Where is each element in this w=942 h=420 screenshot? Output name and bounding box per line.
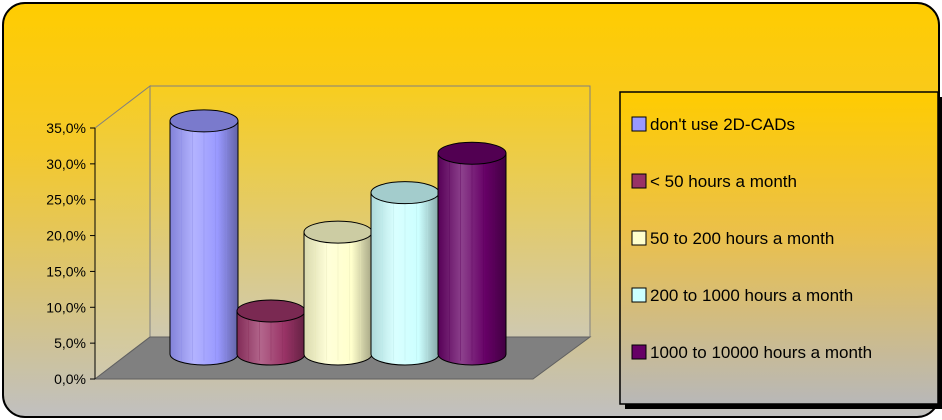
bar-top [370,181,440,205]
bars-group [169,109,507,366]
legend-swatch [631,344,647,360]
bar-top [236,299,306,323]
y-tick-label: 20,0% [46,228,86,244]
y-axis-ticks: 0,0% 5,0% 10,0% 15,0% 20,0% 25,0% 30,0% 35,0% [46,120,95,387]
y-tick-label: 35,0% [46,120,86,136]
legend-label: don't use 2D-CADs [650,115,795,134]
bar [437,141,507,366]
bar [303,220,373,366]
bar [169,109,239,366]
legend-box [619,91,939,405]
bar [370,181,440,366]
y-tick-label: 25,0% [46,192,86,208]
legend-swatch [631,230,647,246]
y-tick-label: 30,0% [46,156,86,172]
legend-label: < 50 hours a month [650,172,797,191]
legend-label: 1000 to 10000 hours a month [650,343,872,362]
legend-swatch [631,116,647,132]
side-wall [94,84,151,381]
bar-top [303,220,373,244]
legend-swatch [631,173,647,189]
y-tick-label: 0,0% [54,371,86,387]
legend: don't use 2D-CADs < 50 hours a month 50 to… [631,115,872,362]
legend-label: 50 to 200 hours a month [650,229,834,248]
legend-swatch [631,287,647,303]
bar-top [169,109,239,133]
bar-top [437,141,507,165]
y-tick-label: 5,0% [54,335,86,351]
y-tick-label: 10,0% [46,299,86,315]
y-tick-label: 15,0% [46,263,86,279]
legend-label: 200 to 1000 hours a month [650,286,853,305]
bar [236,299,306,366]
